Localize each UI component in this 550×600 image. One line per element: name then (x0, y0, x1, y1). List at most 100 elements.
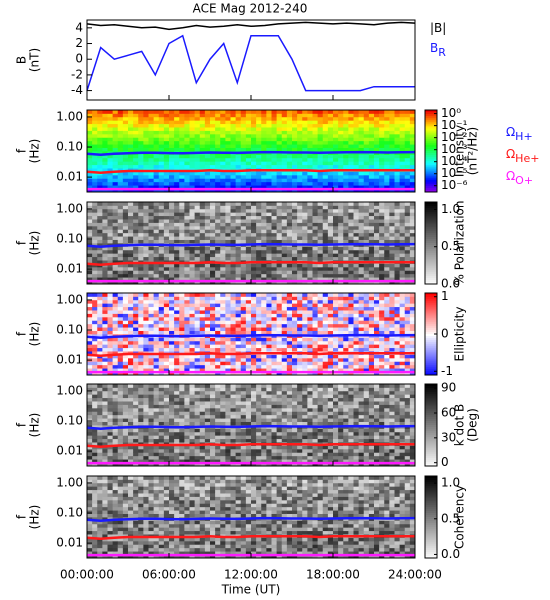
spectrogram-cell (358, 161, 365, 166)
legend-name: Ω (506, 147, 515, 161)
spectrogram-cell (102, 215, 108, 220)
spectrogram-cell (230, 185, 237, 189)
spectrogram-cell (240, 178, 247, 183)
spectrogram-cell (368, 130, 375, 135)
spectrogram-cell (235, 157, 242, 162)
spectrogram-cell (261, 219, 267, 223)
spectrogram-cell (348, 296, 354, 301)
spectrogram-cell (297, 277, 303, 281)
spectrogram-cell (122, 188, 129, 193)
spectrogram-cell (97, 421, 103, 426)
spectrogram-cell (389, 327, 395, 331)
spectrogram-cell (112, 323, 119, 328)
spectrogram-cell (210, 313, 216, 318)
spectrogram-cell (97, 116, 103, 121)
spectrogram-cell (389, 123, 395, 128)
spectrogram-cell (174, 171, 180, 176)
spectrogram-cell (174, 320, 180, 325)
spectrogram-cell (384, 313, 390, 318)
spectrogram-cell (133, 215, 139, 220)
spectrogram-cell (148, 188, 155, 193)
spectrogram-cell (199, 340, 206, 345)
spectrogram-cell (92, 253, 98, 258)
spectrogram-cell (189, 327, 196, 331)
spectrogram-cell (143, 344, 149, 349)
spectrogram-cell (102, 232, 108, 237)
spectrogram-cell (210, 296, 216, 301)
colorbar-cell (425, 148, 437, 152)
spectrogram-cell (204, 280, 211, 285)
spectrogram-cell (286, 320, 293, 325)
spectrogram-cell (374, 340, 380, 345)
spectrogram-cell (251, 330, 257, 335)
spectrogram-cell (358, 303, 365, 308)
spectrogram-cell (374, 137, 380, 142)
spectrogram-cell (97, 293, 103, 297)
colorbar-label: (nT²/Hz) (466, 127, 480, 175)
spectrogram-cell (122, 280, 129, 285)
spectrogram-cell (292, 239, 298, 244)
spectrogram-cell (138, 185, 144, 189)
spectrogram-cell (327, 299, 334, 304)
spectrogram-cell (251, 299, 257, 304)
spectrogram-cell (148, 130, 155, 135)
spectrogram-cell (271, 144, 278, 148)
spectrogram-cell (92, 113, 98, 118)
spectrogram-cell (122, 256, 129, 261)
spectrogram-cell (266, 280, 272, 285)
spectrogram-cell (307, 337, 313, 342)
spectrogram-cell (404, 323, 411, 328)
spectrogram-cell (122, 229, 129, 234)
spectrogram-cell (302, 222, 308, 227)
spectrogram-cell (374, 253, 380, 258)
spectrogram-cell (281, 266, 288, 271)
spectrogram-cell (128, 303, 134, 308)
spectrogram-cell (261, 253, 267, 258)
spectrogram-cell (286, 120, 293, 125)
spectrogram-cell (184, 236, 190, 240)
spectrogram-cell (256, 185, 262, 189)
spectrogram-cell (245, 306, 252, 311)
spectrogram-cell (102, 428, 108, 433)
spectrogram-cell (399, 323, 406, 328)
spectrogram-cell (245, 299, 252, 304)
spectrogram-cell (245, 188, 252, 193)
spectrogram-cell (184, 113, 190, 118)
spectrogram-cell (235, 327, 242, 331)
spectrogram-cell (169, 181, 175, 186)
spectrogram-cell (235, 188, 242, 193)
spectrogram-cell (138, 340, 144, 345)
spectrogram-cell (194, 337, 201, 342)
spectrogram-cell (163, 178, 170, 183)
spectrogram-cell (266, 368, 272, 372)
spectrogram-cell (302, 120, 308, 125)
spectrogram-cell (174, 344, 180, 349)
spectrogram-cell (327, 110, 334, 114)
spectrogram-cell (379, 127, 385, 131)
spectrogram-cell (338, 368, 344, 372)
spectrogram-cell (256, 270, 262, 275)
spectrogram-cell (102, 394, 108, 399)
spectrogram-cell (148, 120, 155, 125)
spectrogram-cell (322, 344, 329, 349)
colorbar-cell (425, 261, 437, 264)
spectrogram-cell (368, 110, 375, 114)
spectrogram-cell (333, 277, 339, 281)
spectrogram-cell (389, 212, 395, 217)
spectrogram-cell (153, 154, 160, 159)
spectrogram-cell (122, 222, 129, 227)
spectrogram-cell (409, 299, 416, 304)
spectrogram-cell (102, 296, 108, 301)
spectrogram-cell (389, 246, 395, 251)
spectrogram-cell (148, 263, 155, 268)
spectrogram-cell (179, 144, 185, 148)
spectrogram-cell (399, 110, 406, 114)
spectrogram-cell (235, 116, 242, 121)
spectrogram-cell (148, 347, 155, 352)
spectrogram-cell (394, 161, 401, 166)
spectrogram-cell (138, 202, 144, 206)
spectrogram-cell (199, 266, 206, 271)
spectrogram-cell (158, 110, 165, 114)
spectrogram-cell (363, 337, 370, 342)
spectrogram-cell (281, 364, 288, 369)
